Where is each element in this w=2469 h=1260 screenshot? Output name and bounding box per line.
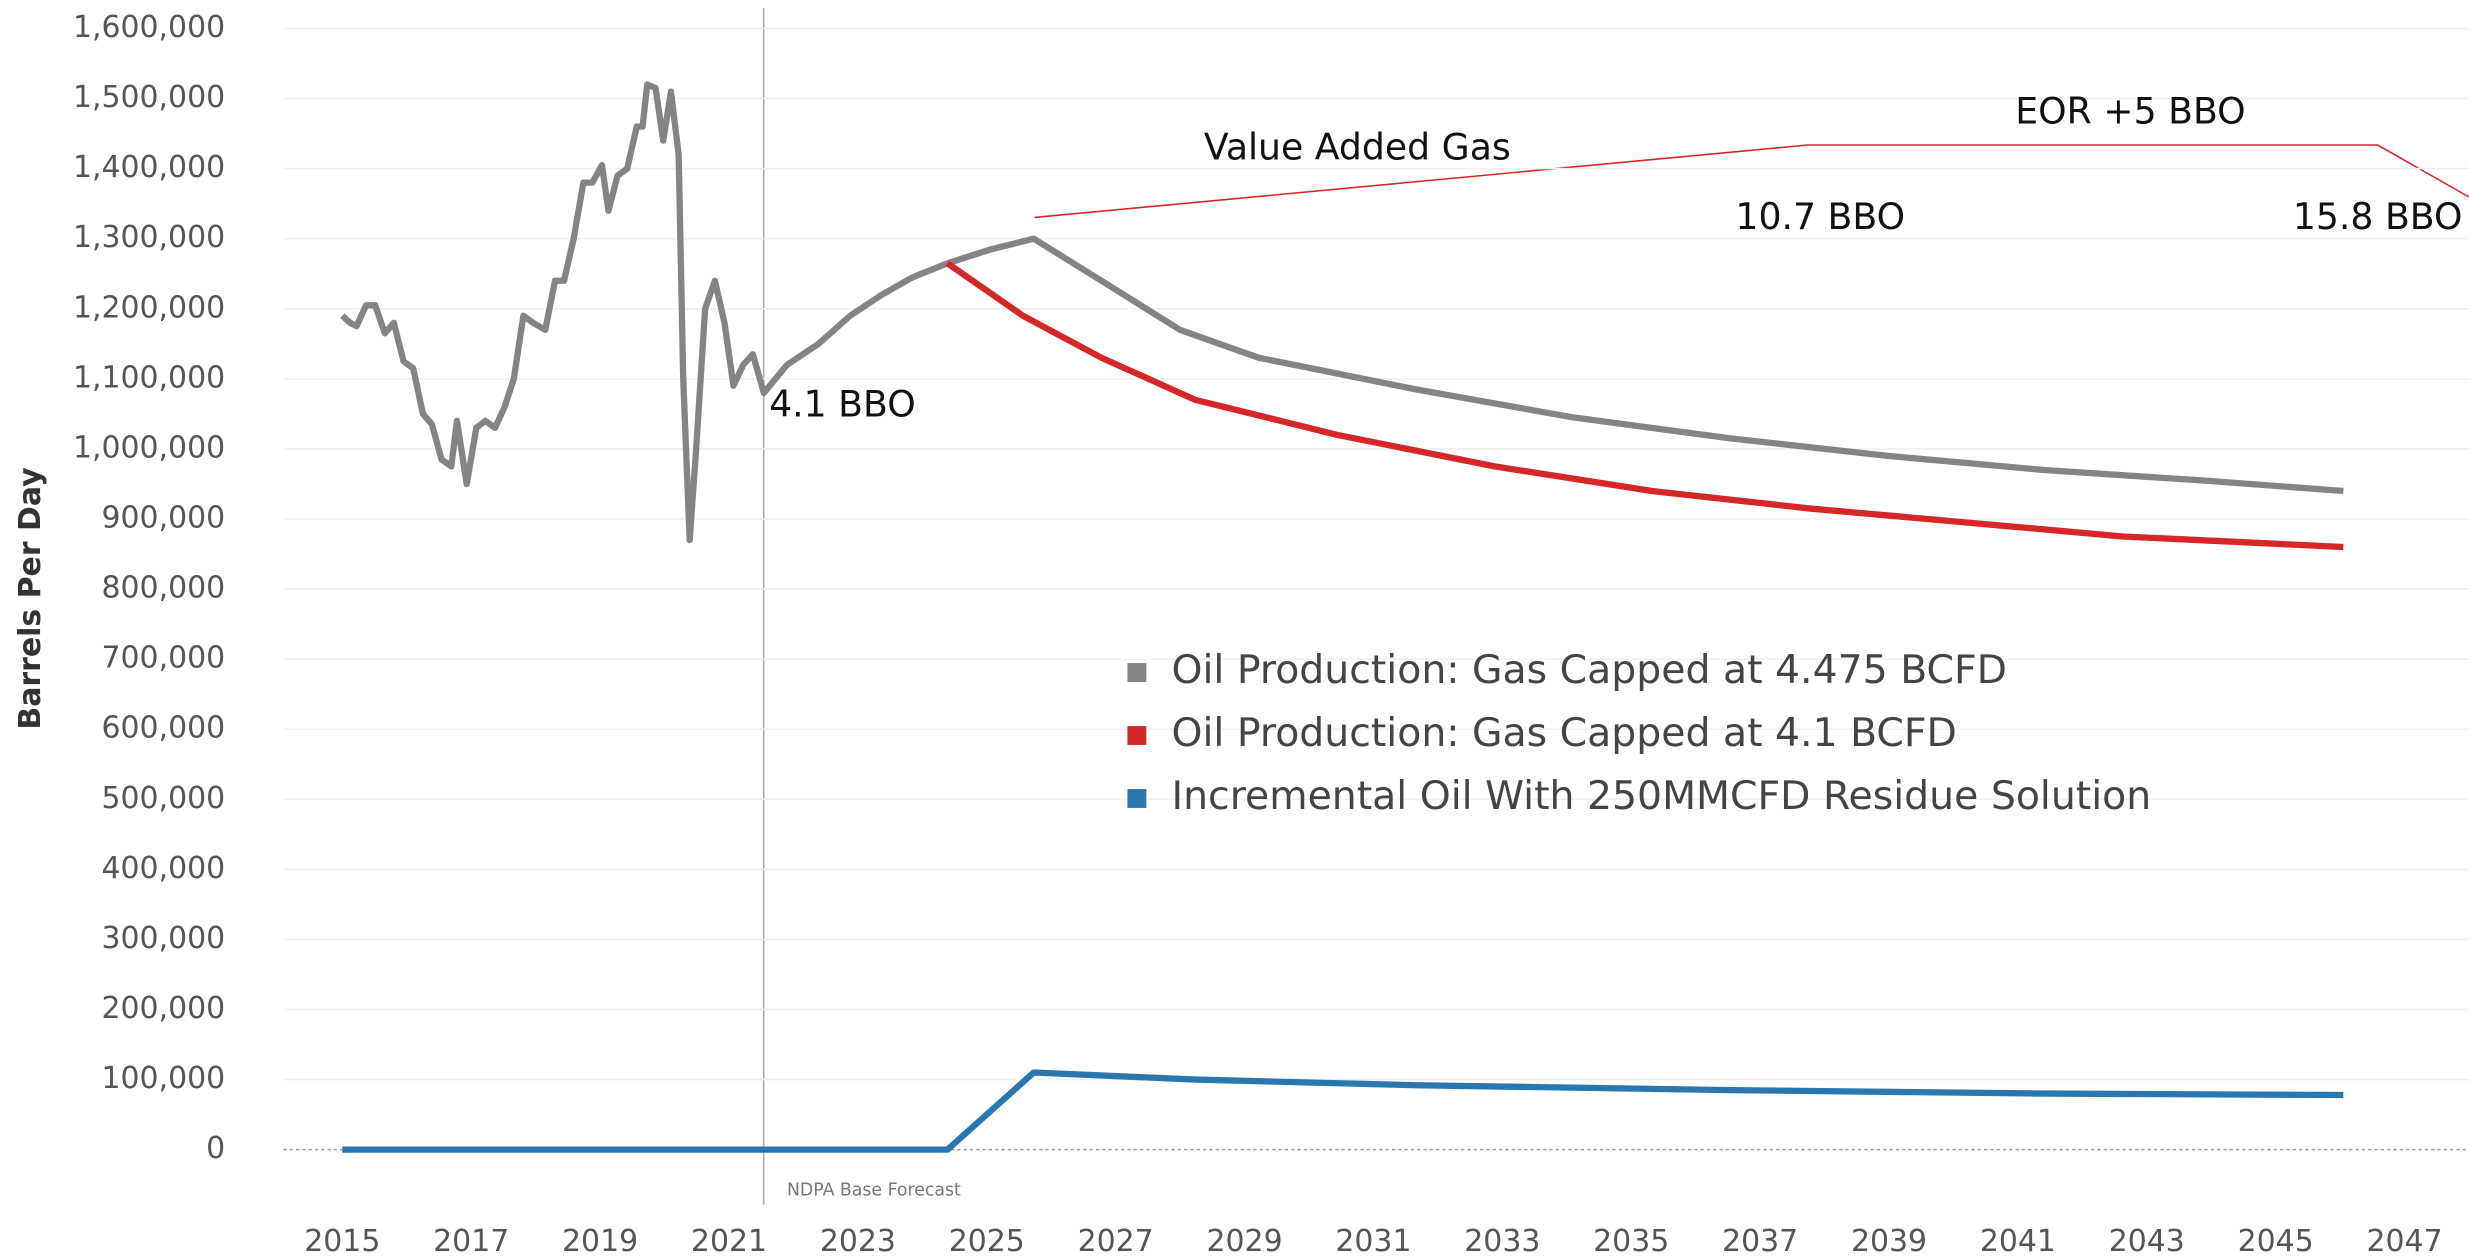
x-tick-label: 2035 [1593,1224,1669,1259]
x-tick-label: 2031 [1335,1224,1411,1259]
y-tick-label: 1,600,000 [73,10,225,45]
annotation: 10.7 BBO [1735,195,1905,238]
y-tick-label: 1,400,000 [73,150,225,185]
x-tick-label: 2023 [820,1224,896,1259]
x-tick-label: 2047 [2367,1224,2443,1259]
y-tick-label: 1,000,000 [73,430,225,465]
x-tick-label: 2029 [1206,1224,1282,1259]
y-tick-label: 800,000 [101,571,225,606]
legend-swatch [1127,726,1147,745]
y-tick-label: 700,000 [101,641,225,676]
x-tick-label: 2033 [1464,1224,1540,1259]
y-tick-label: 1,500,000 [73,80,225,115]
annotation: 15.8 BBO [2293,195,2463,238]
x-tick-label: 2019 [562,1224,638,1259]
y-tick-label: 0 [206,1131,225,1166]
y-tick-label: 100,000 [101,1061,225,1096]
y-tick-label: 600,000 [101,711,225,746]
x-tick-label: 2025 [949,1224,1025,1259]
y-tick-label: 200,000 [101,991,225,1026]
annotation: 4.1 BBO [769,382,916,425]
legend-label: Oil Production: Gas Capped at 4.1 BCFD [1172,710,1957,756]
x-tick-label: 2027 [1078,1224,1154,1259]
series-line [340,81,2344,544]
legend-label: Oil Production: Gas Capped at 4.475 BCFD [1172,647,2007,693]
series-line [342,1069,2344,1153]
legend-swatch [1127,663,1147,682]
y-axis-label: Barrels Per Day [13,467,48,729]
annotation: NDPA Base Forecast [787,1181,961,1201]
legend-label: Incremental Oil With 250MMCFD Residue So… [1172,773,2152,819]
y-tick-label: 1,200,000 [73,290,225,325]
annotation-leader [1034,144,2469,219]
x-tick-label: 2015 [304,1224,380,1259]
annotation: Value Added Gas [1204,126,1511,169]
annotation: EOR +5 BBO [2015,90,2245,133]
x-tick-label: 2045 [2238,1224,2314,1259]
x-tick-label: 2037 [1722,1224,1798,1259]
x-tick-label: 2043 [2109,1224,2185,1259]
y-tick-label: 500,000 [101,781,225,816]
y-tick-label: 900,000 [101,500,225,535]
x-tick-label: 2039 [1851,1224,1927,1259]
y-tick-label: 1,300,000 [73,220,225,255]
y-tick-label: 400,000 [101,851,225,886]
x-tick-label: 2021 [691,1224,767,1259]
legend-swatch [1127,789,1147,808]
y-tick-label: 300,000 [101,921,225,956]
x-tick-label: 2041 [1980,1224,2056,1259]
x-tick-label: 2017 [433,1224,509,1259]
y-tick-label: 1,100,000 [73,360,225,395]
series-line [945,260,2344,551]
